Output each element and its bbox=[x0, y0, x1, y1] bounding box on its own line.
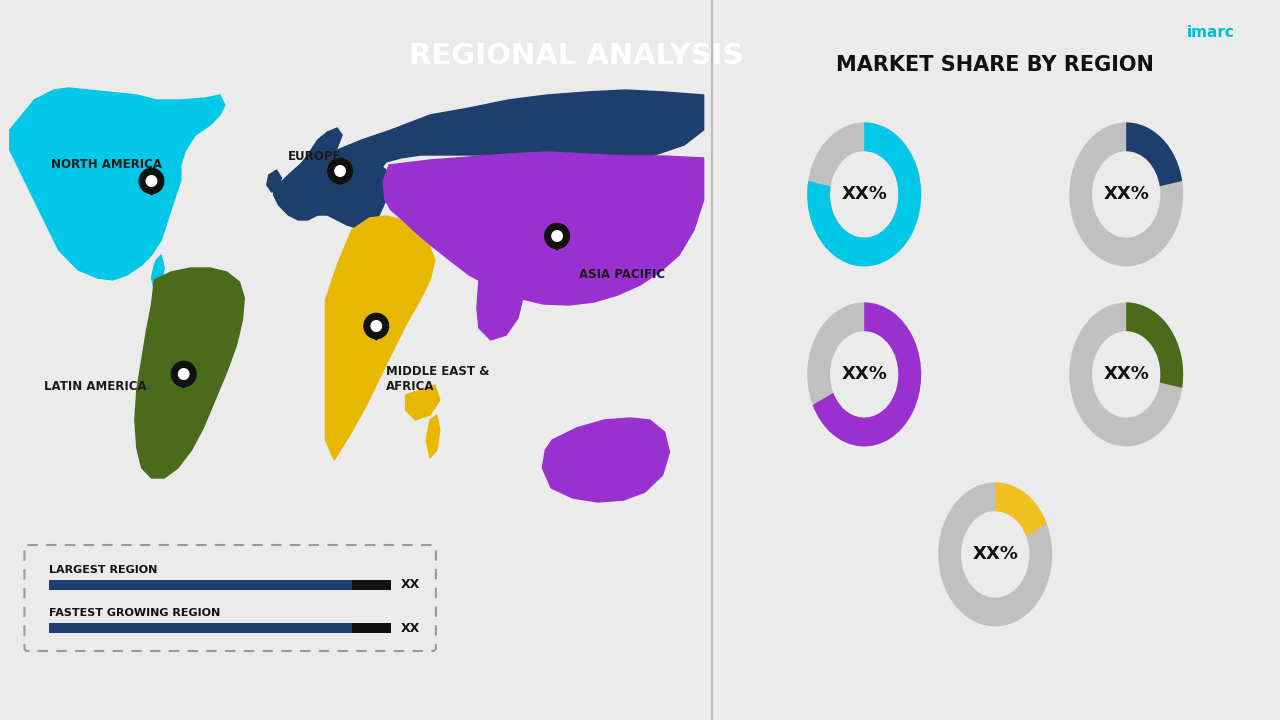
Text: MARKET SHARE BY REGION: MARKET SHARE BY REGION bbox=[836, 55, 1155, 75]
Text: imarc: imarc bbox=[1187, 25, 1234, 40]
Bar bbox=[49, 580, 352, 590]
Circle shape bbox=[371, 320, 381, 331]
Polygon shape bbox=[426, 415, 440, 458]
Text: LARGEST REGION: LARGEST REGION bbox=[49, 565, 157, 575]
Polygon shape bbox=[172, 374, 196, 388]
Circle shape bbox=[328, 158, 352, 184]
Wedge shape bbox=[996, 482, 1047, 536]
Text: FASTEST GROWING REGION: FASTEST GROWING REGION bbox=[49, 608, 220, 618]
Polygon shape bbox=[10, 88, 225, 280]
Circle shape bbox=[146, 176, 156, 186]
Text: XX%: XX% bbox=[1103, 366, 1149, 383]
Text: XX%: XX% bbox=[841, 366, 887, 383]
Wedge shape bbox=[813, 302, 922, 446]
Bar bbox=[352, 623, 390, 633]
Wedge shape bbox=[808, 122, 922, 266]
Text: XX: XX bbox=[401, 578, 420, 592]
Polygon shape bbox=[325, 216, 435, 460]
Wedge shape bbox=[938, 482, 1052, 626]
Wedge shape bbox=[1126, 302, 1183, 388]
Text: LATIN AMERICA: LATIN AMERICA bbox=[44, 380, 147, 393]
Polygon shape bbox=[134, 268, 244, 478]
Wedge shape bbox=[808, 302, 922, 446]
Text: ASIA PACIFIC: ASIA PACIFIC bbox=[579, 268, 664, 281]
Polygon shape bbox=[274, 152, 390, 228]
Text: NORTH AMERICA: NORTH AMERICA bbox=[51, 158, 161, 171]
Wedge shape bbox=[808, 122, 922, 266]
Polygon shape bbox=[266, 170, 282, 192]
Polygon shape bbox=[333, 90, 704, 182]
Circle shape bbox=[178, 369, 189, 379]
Circle shape bbox=[545, 223, 570, 248]
Polygon shape bbox=[406, 385, 440, 420]
Polygon shape bbox=[383, 152, 704, 305]
Wedge shape bbox=[1126, 122, 1183, 186]
Polygon shape bbox=[328, 171, 352, 185]
Polygon shape bbox=[364, 326, 389, 340]
Text: MIDDLE EAST &
AFRICA: MIDDLE EAST & AFRICA bbox=[387, 365, 489, 393]
Text: XX: XX bbox=[401, 621, 420, 634]
Polygon shape bbox=[545, 236, 570, 250]
Polygon shape bbox=[140, 181, 164, 195]
Polygon shape bbox=[641, 172, 657, 196]
Polygon shape bbox=[151, 255, 164, 290]
Polygon shape bbox=[298, 128, 342, 168]
Text: XX%: XX% bbox=[1103, 185, 1149, 203]
FancyBboxPatch shape bbox=[24, 545, 436, 651]
Text: XX%: XX% bbox=[841, 185, 887, 203]
Circle shape bbox=[364, 313, 389, 338]
Text: REGIONAL ANALYSIS: REGIONAL ANALYSIS bbox=[408, 42, 744, 70]
Wedge shape bbox=[1069, 122, 1183, 266]
Circle shape bbox=[335, 166, 346, 176]
Text: XX%: XX% bbox=[973, 546, 1018, 563]
Circle shape bbox=[172, 361, 196, 387]
Bar bbox=[49, 623, 352, 633]
Polygon shape bbox=[477, 278, 522, 340]
Text: EUROPE: EUROPE bbox=[288, 150, 342, 163]
Bar bbox=[352, 580, 390, 590]
Circle shape bbox=[552, 230, 562, 241]
Polygon shape bbox=[543, 418, 669, 502]
Circle shape bbox=[140, 168, 164, 194]
Wedge shape bbox=[1069, 302, 1183, 446]
